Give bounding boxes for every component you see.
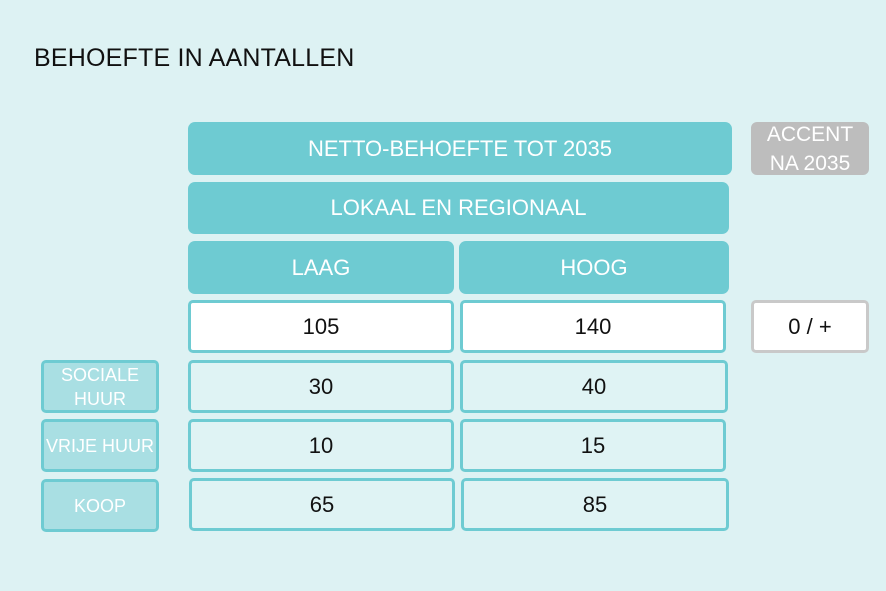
cell-koop-hoog: 85 — [461, 478, 729, 531]
cell-koop-laag: 65 — [189, 478, 455, 531]
page-title: BEHOEFTE IN AANTALLEN — [34, 44, 355, 72]
row-label-vrije-huur: VRIJE HUUR — [41, 419, 159, 472]
total-hoog: 140 — [460, 300, 726, 353]
cell-sociale-huur-hoog: 40 — [460, 360, 728, 413]
total-accent: 0 / + — [751, 300, 869, 353]
cell-vrije-huur-laag: 10 — [188, 419, 454, 472]
column-header-laag: LAAG — [188, 241, 454, 294]
row-label-koop: KOOP — [41, 479, 159, 532]
total-laag: 105 — [188, 300, 454, 353]
column-header-hoog: HOOG — [459, 241, 729, 294]
header-lokaal-regionaal: LOKAAL EN REGIONAAL — [188, 182, 729, 234]
header-accent: ACCENT NA 2035 — [751, 122, 869, 175]
header-netto-behoefte: NETTO-BEHOEFTE TOT 2035 — [188, 122, 732, 175]
cell-vrije-huur-hoog: 15 — [460, 419, 726, 472]
cell-sociale-huur-laag: 30 — [188, 360, 454, 413]
row-label-sociale-huur: SOCIALE HUUR — [41, 360, 159, 413]
